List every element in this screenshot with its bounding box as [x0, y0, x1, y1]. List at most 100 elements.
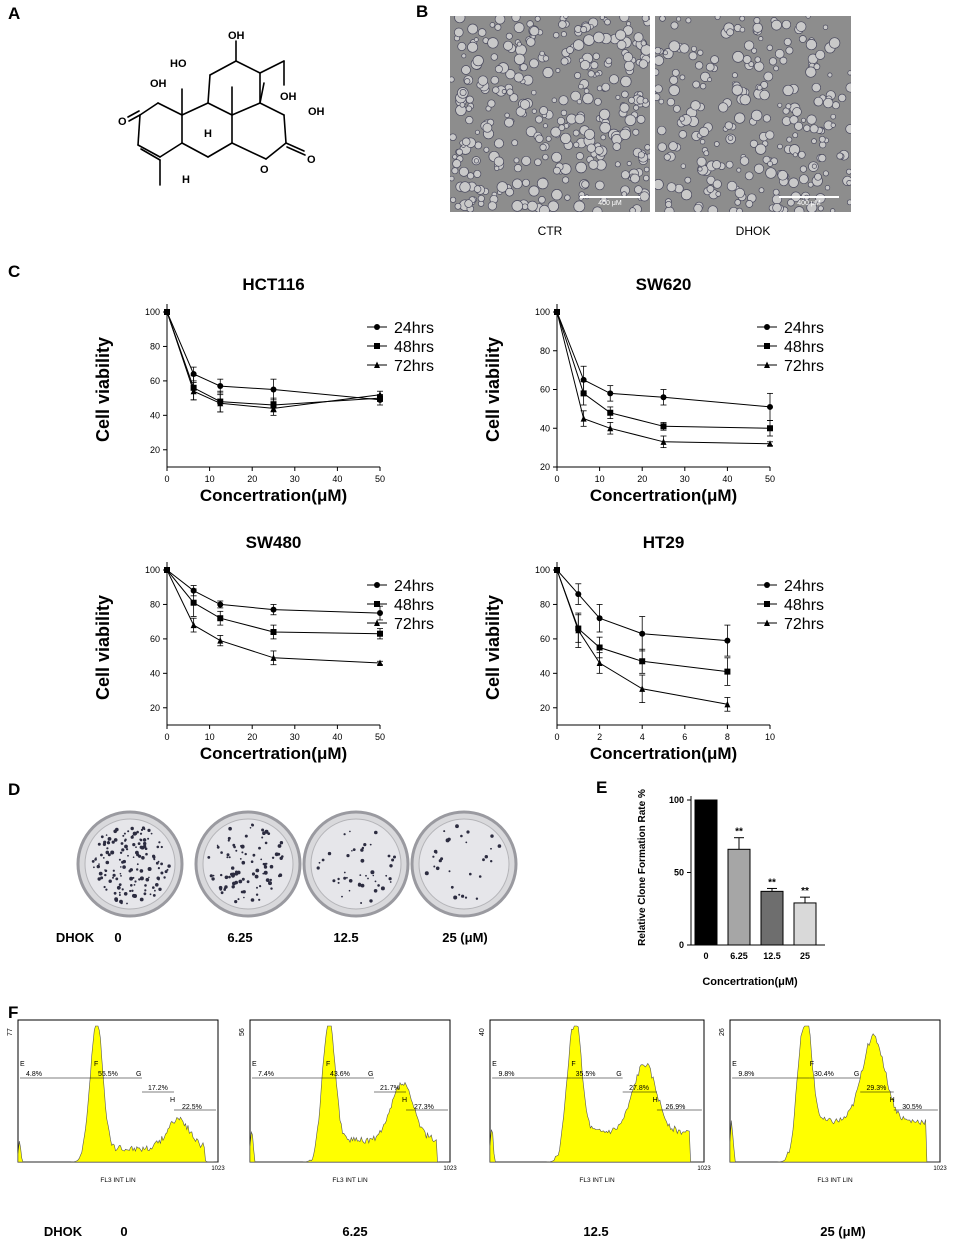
colony-dot — [122, 834, 125, 837]
sw620-point-72hrs — [554, 308, 560, 315]
cell-body — [736, 167, 742, 173]
ht29-point-48hrs — [639, 658, 646, 665]
ht29-x-tick-label: 4 — [640, 732, 645, 742]
colony-dot — [154, 889, 156, 892]
cell-body — [473, 37, 479, 42]
colony-dot — [148, 876, 150, 879]
cell-body — [655, 46, 662, 55]
colony-dot — [348, 889, 351, 892]
chemical-structure: OH HO OH OH OH H H O O O — [118, 30, 325, 186]
cell-body — [620, 170, 630, 180]
cell-body — [725, 160, 734, 169]
cell-body — [525, 126, 537, 137]
cell-body — [772, 203, 782, 212]
cell-body — [580, 60, 591, 71]
colony-dot — [111, 840, 115, 844]
colony-dot — [254, 874, 259, 879]
colony-dot — [113, 891, 117, 895]
hist-xmax: 1023 — [443, 1166, 457, 1172]
cell-body — [669, 75, 679, 85]
ht29-x-tick-label: 10 — [765, 732, 775, 742]
sw620-line-48hrs — [556, 311, 771, 429]
colony-dot — [156, 845, 160, 849]
cell-body — [814, 172, 822, 181]
sw620-y-tick-label: 20 — [540, 462, 550, 472]
cell-body — [465, 116, 474, 125]
cell-body — [640, 44, 650, 56]
sw480-x-tick-label: 50 — [375, 732, 385, 742]
gate-value-e: 9.8% — [499, 1071, 515, 1078]
cell-body — [522, 178, 530, 187]
cell-body — [529, 26, 540, 37]
colony-dot — [115, 827, 119, 832]
cell-body — [744, 171, 754, 181]
cell-body — [511, 16, 521, 22]
ht29-point-48hrs — [724, 668, 731, 675]
cell-body — [609, 74, 619, 85]
cell-body — [450, 175, 455, 182]
cell-body — [490, 53, 498, 61]
sw480-x-tick-label: 20 — [247, 732, 257, 742]
cell-body — [588, 159, 599, 170]
cell-body — [693, 203, 703, 212]
hct116-y-tick-label: 60 — [150, 376, 160, 386]
colony-dot — [258, 846, 261, 850]
structure-label-o-3: O — [307, 154, 316, 166]
colony-dot — [160, 862, 163, 866]
cell-body — [643, 166, 650, 173]
cell-body — [753, 163, 765, 174]
cell-body — [765, 167, 777, 179]
cell-body — [663, 153, 671, 161]
colony-dot — [139, 897, 144, 902]
colony-dot — [352, 848, 356, 851]
colony-dot — [241, 877, 245, 881]
colony-dot — [226, 875, 229, 878]
clone-significance: ** — [801, 886, 809, 897]
colony-dose-2: 12.5 — [333, 930, 359, 945]
cell-body — [473, 158, 479, 164]
cell-body — [670, 21, 679, 30]
colony-dot — [120, 842, 124, 845]
cell-body — [751, 47, 758, 54]
structure-label-oh-2: OH — [228, 30, 245, 42]
cell-body — [633, 32, 644, 43]
cell-body — [836, 152, 844, 160]
colony-dot — [121, 888, 124, 891]
colony-dot — [126, 902, 128, 905]
colony-dot — [147, 837, 150, 840]
clone-x-tick-label: 25 — [800, 951, 810, 961]
panel-letter-f: F — [8, 1003, 19, 1022]
cell-body — [551, 189, 563, 201]
colony-dot — [435, 851, 438, 854]
micrograph-dhok: 400 μM — [655, 16, 851, 212]
colony-dot — [363, 843, 367, 847]
cell-body — [583, 34, 595, 46]
ht29-x-tick-label: 6 — [682, 732, 687, 742]
cell-body — [755, 143, 767, 155]
cell-body — [521, 155, 532, 166]
clone-bar-25 — [793, 902, 817, 946]
colony-dot — [100, 853, 103, 857]
colony-dot — [107, 853, 111, 857]
colony-dot — [134, 832, 138, 835]
cell-body — [538, 196, 546, 204]
colony-dot — [337, 881, 340, 884]
gate-value-f: 30.4% — [814, 1071, 834, 1078]
colony-dot — [130, 826, 134, 831]
cell-body — [551, 97, 557, 103]
colony-dot — [118, 891, 121, 894]
cell-body — [578, 83, 584, 90]
colony-dot — [104, 869, 106, 871]
cell-body — [581, 180, 590, 189]
colony-dot — [360, 902, 363, 904]
colony-dot — [337, 877, 340, 881]
cell-body — [601, 82, 611, 92]
cell-body — [560, 57, 569, 66]
colony-dot — [228, 875, 231, 879]
ht29-x-tick-label: 2 — [597, 732, 602, 742]
cell-body — [633, 104, 640, 111]
cell-body — [803, 124, 811, 132]
cell-body — [482, 122, 493, 133]
sw480-point-72hrs — [270, 654, 277, 661]
cell-body — [542, 55, 550, 62]
